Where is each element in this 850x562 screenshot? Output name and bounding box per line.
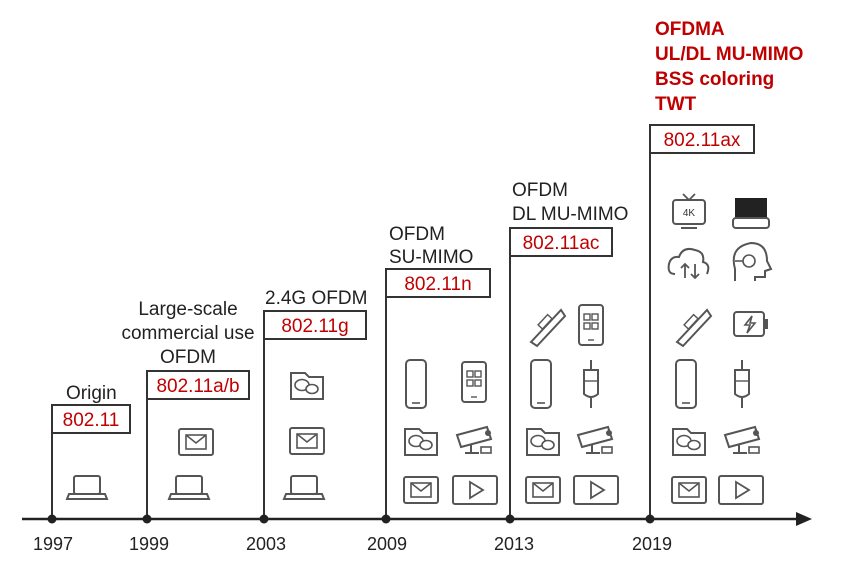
camera-icon	[456, 426, 492, 454]
feature-label: Large-scale	[138, 299, 238, 320]
standard-box: 802.11	[51, 404, 131, 434]
year-label: 1999	[129, 534, 170, 554]
medical-drip-icon	[734, 359, 750, 409]
chat-icon	[672, 428, 706, 456]
feature-label: OFDMA	[655, 19, 725, 40]
feature-label: commercial use	[121, 323, 255, 344]
email-icon	[178, 428, 214, 456]
laptop-icon	[283, 475, 325, 500]
email-icon	[671, 476, 707, 504]
chat-icon	[404, 428, 438, 456]
video-play-icon	[718, 475, 764, 505]
year-label: 1997	[33, 534, 74, 554]
camera-icon	[577, 426, 613, 454]
smartphone-icon	[675, 359, 697, 409]
email-icon	[403, 476, 439, 504]
smartphone-icon	[405, 359, 427, 409]
medical-drip-icon	[583, 359, 599, 409]
cloud-upload-icon	[667, 247, 710, 279]
video-play-icon	[452, 475, 498, 505]
feature-label: BSS coloring	[655, 69, 775, 90]
smartphone-icon	[530, 359, 552, 409]
feature-label: Origin	[66, 383, 117, 404]
standard-box: 802.11a/b	[146, 370, 250, 400]
standard-box: 802.11ax	[649, 124, 755, 154]
chat-icon	[526, 428, 560, 456]
tablet-icon	[578, 304, 604, 346]
laptop-icon	[168, 475, 210, 500]
laptop-icon	[66, 475, 108, 500]
feature-label: SU-MIMO	[389, 247, 474, 268]
connector-lines	[51, 152, 651, 519]
standard-box: 802.11g	[263, 310, 367, 340]
feature-label: OFDM	[160, 347, 216, 368]
vr-headset-icon	[732, 197, 770, 229]
feature-label: OFDM	[512, 180, 568, 201]
tablet-icon	[461, 361, 487, 403]
axis-points	[47, 514, 655, 524]
chat-icon	[290, 372, 324, 400]
standard-box: 802.11n	[385, 268, 491, 298]
standard-box: 802.11ac	[509, 227, 613, 257]
year-label: 2003	[246, 534, 287, 554]
email-icon	[289, 427, 325, 455]
feature-label: TWT	[655, 94, 697, 115]
axis-arrow	[796, 512, 812, 526]
pos-terminal-icon	[530, 309, 566, 347]
battery-saving-icon	[733, 311, 769, 337]
camera-icon	[724, 426, 760, 454]
video-play-icon	[573, 475, 619, 505]
tv-4k-badge: 4K	[683, 208, 696, 219]
feature-label: 2.4G OFDM	[265, 288, 368, 309]
pos-terminal-icon	[676, 309, 712, 347]
feature-label: OFDM	[389, 224, 445, 245]
feature-label: UL/DL MU-MIMO	[655, 44, 804, 65]
year-label: 2013	[494, 534, 535, 554]
feature-label: DL MU-MIMO	[512, 204, 629, 225]
email-icon	[525, 476, 561, 504]
ai-head-icon	[732, 242, 772, 282]
year-label: 2019	[632, 534, 673, 554]
year-label: 2009	[367, 534, 408, 554]
